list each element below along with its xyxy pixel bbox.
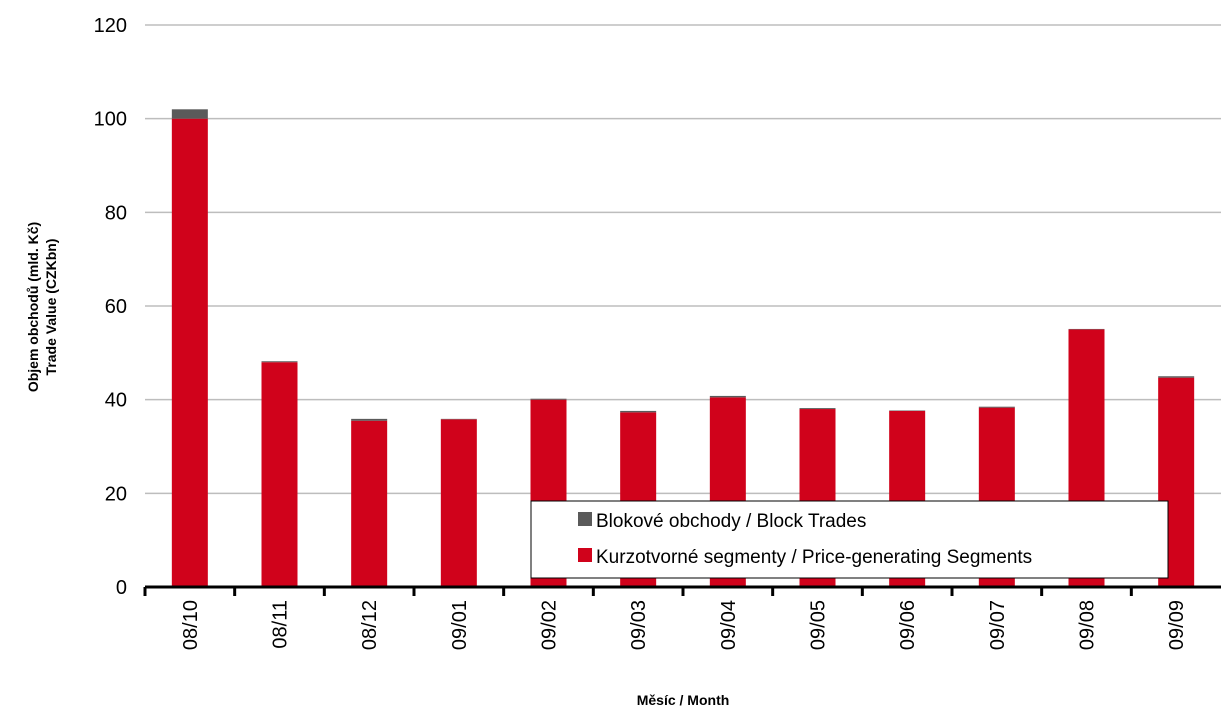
bar-price-generating bbox=[440, 419, 477, 587]
x-tick-label: 09/04 bbox=[718, 600, 740, 650]
legend-label-price-generating: Kurzotvorné segmenty / Price-generating … bbox=[596, 547, 1032, 568]
x-tick-label: 09/08 bbox=[1077, 600, 1099, 650]
x-tick-label: 08/11 bbox=[270, 600, 292, 649]
x-tick-label: 09/02 bbox=[539, 600, 561, 650]
gridlines bbox=[145, 24, 1221, 495]
bar-block-trades bbox=[799, 408, 836, 410]
bar-block-trades bbox=[1158, 376, 1195, 378]
x-tick-label: 09/07 bbox=[987, 600, 1009, 650]
x-tick-label: 08/10 bbox=[180, 600, 202, 650]
legend: Blokové obchody / Block Trades Kurzotvor… bbox=[530, 500, 1169, 579]
y-axis-ticks: 0 20 40 60 80 100 120 bbox=[94, 15, 127, 599]
bar-block-trades bbox=[530, 398, 567, 400]
bar-block-trades bbox=[620, 410, 657, 413]
y-axis-title-line1: Objem obchodů (mld. Kč) bbox=[25, 222, 41, 392]
x-tick-label: 09/03 bbox=[628, 600, 650, 650]
x-tick-label: 09/09 bbox=[1166, 600, 1188, 650]
x-axis-title: Měsíc / Month bbox=[637, 692, 730, 708]
bar-block-trades bbox=[978, 406, 1015, 408]
y-axis-title-line2: Trade Value (CZKbn) bbox=[43, 239, 59, 376]
x-axis-ticks: 08/10 08/11 08/12 09/01 09/02 09/03 09/04 09/05… bbox=[143, 587, 1188, 650]
x-tick-label: 08/12 bbox=[359, 600, 381, 650]
y-tick-label: 0 bbox=[116, 577, 127, 599]
y-tick-label: 40 bbox=[105, 390, 127, 412]
x-tick-label: 09/05 bbox=[808, 600, 830, 650]
legend-swatch-price-generating bbox=[578, 548, 592, 562]
y-tick-label: 100 bbox=[94, 109, 127, 131]
bar-block-trades bbox=[709, 395, 746, 398]
bar-price-generating bbox=[351, 420, 388, 587]
legend-box bbox=[530, 500, 1169, 579]
y-tick-label: 60 bbox=[105, 296, 127, 318]
bar-price-generating bbox=[261, 362, 298, 587]
y-tick-label: 120 bbox=[94, 15, 127, 37]
y-tick-label: 20 bbox=[105, 483, 127, 505]
bar-block-trades bbox=[351, 418, 388, 421]
x-tick-label: 09/06 bbox=[897, 600, 919, 650]
bar-price-generating bbox=[171, 118, 208, 588]
legend-label-block-trades: Blokové obchody / Block Trades bbox=[596, 511, 866, 532]
bar-block-trades bbox=[171, 109, 208, 119]
y-tick-label: 80 bbox=[105, 202, 127, 224]
legend-swatch-block-trades bbox=[578, 512, 592, 526]
x-tick-label: 09/01 bbox=[449, 600, 471, 650]
bar-block-trades bbox=[261, 361, 298, 363]
